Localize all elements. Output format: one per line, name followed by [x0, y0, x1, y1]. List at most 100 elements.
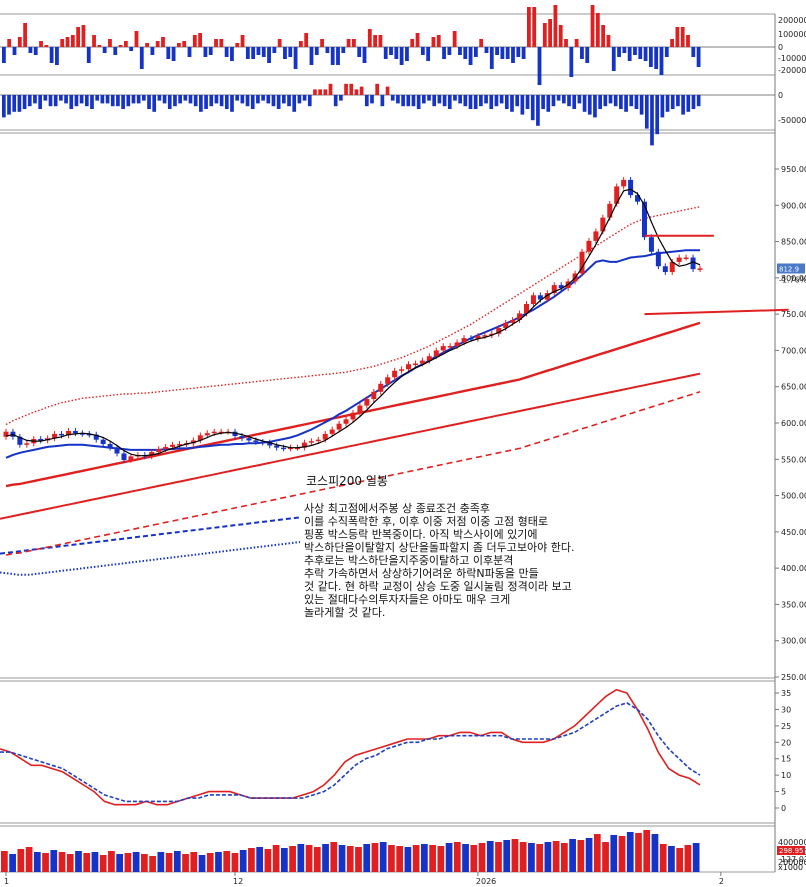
- candle-body: [218, 431, 224, 434]
- panel1-bar: [23, 23, 28, 47]
- candle-body: [3, 431, 9, 437]
- volume-bar: [396, 846, 404, 872]
- volume-bar: [404, 847, 412, 872]
- volume-bar: [206, 853, 214, 872]
- volume-bar: [470, 845, 478, 872]
- panel1-bar: [240, 35, 245, 47]
- panel1-bar: [245, 47, 250, 59]
- candle-body: [294, 447, 300, 450]
- panel1-bar: [447, 47, 452, 55]
- candle-body: [107, 444, 113, 448]
- panel2-bar: [302, 95, 307, 101]
- panel1-bar: [553, 5, 558, 47]
- panel2-bar: [245, 95, 250, 107]
- volume-bar: [478, 843, 486, 872]
- candle-body: [38, 438, 44, 441]
- panel2-bar: [339, 95, 343, 101]
- panel1-bar: [633, 47, 637, 55]
- panel2-bar: [406, 95, 411, 107]
- panel2-bar: [453, 95, 457, 101]
- panel2-bar: [587, 95, 592, 115]
- panel2-bar: [375, 83, 380, 95]
- annotation-line: 핑퐁 박스등락 반복중이다. 아직 박스사이에 있기에: [304, 528, 538, 541]
- volume-bar: [445, 843, 453, 872]
- candle-body: [586, 240, 592, 252]
- ma-line-MA120: [0, 372, 701, 520]
- panel1-bar: [389, 47, 393, 55]
- panel1-bar: [696, 47, 701, 67]
- panel2-bar: [240, 95, 245, 104]
- annotation-line: 추락 가속하면서 상상하기어려운 하락N파동을 만들: [304, 566, 539, 580]
- candle-body: [662, 266, 668, 273]
- candle-body: [52, 433, 58, 439]
- panel2-bar: [27, 95, 32, 107]
- panel2-bar: [22, 95, 27, 109]
- panel2-bar: [53, 95, 58, 107]
- volume-bar: [495, 842, 502, 872]
- panel2-bar: [313, 89, 317, 95]
- panel1-bar: [367, 29, 372, 47]
- panel1-bar: [219, 39, 224, 47]
- panel1-bar: [617, 47, 621, 57]
- panel1-bar: [336, 47, 340, 65]
- panel2-bar: [167, 95, 172, 109]
- candle-body: [496, 327, 502, 334]
- panel1-bar: [558, 25, 563, 47]
- candle-body: [128, 456, 134, 461]
- candle-body: [669, 261, 675, 273]
- panel1-tick-label: 200000: [778, 16, 806, 25]
- panel2-bar: [188, 95, 193, 104]
- panel2-bar: [121, 95, 125, 109]
- panel2-bar: [261, 95, 265, 101]
- panel1-bar: [76, 27, 81, 47]
- panel2-bar: [333, 95, 338, 107]
- volume-bar: [75, 851, 82, 872]
- volume-bar: [338, 845, 346, 872]
- volume-bar: [528, 843, 535, 872]
- panel2-bar: [344, 83, 348, 95]
- y-tick-label: 450.00: [781, 528, 806, 537]
- osc-tick-label: 30: [781, 705, 791, 714]
- panel2-bar: [142, 95, 146, 101]
- panel1-tick-label: 100000: [778, 30, 806, 39]
- panel1-bar: [405, 47, 409, 61]
- panel1-bar: [97, 45, 102, 47]
- panel1-bar: [601, 25, 606, 47]
- panel2-bar: [562, 95, 566, 104]
- volume-bar: [25, 847, 33, 872]
- volume-bar: [239, 850, 247, 872]
- volume-bar: [157, 852, 165, 872]
- annotation-line: 이를 수직폭락한 후, 이후 이중 저점 이중 고점 형태로: [304, 515, 548, 528]
- candle-body: [24, 443, 30, 445]
- panel1-bar: [574, 39, 579, 47]
- panel1-bar: [129, 47, 134, 51]
- candle-body: [690, 257, 696, 270]
- volume-bar: [42, 853, 49, 872]
- candle-body: [246, 438, 252, 441]
- candle-body: [447, 346, 453, 348]
- volume-bar: [281, 848, 288, 872]
- panel2-bar: [655, 95, 660, 135]
- panel2-tick-label: 0: [778, 91, 783, 100]
- panel1-bar: [516, 47, 521, 57]
- candle-body: [440, 346, 446, 351]
- y-tick-label: 800.00: [781, 274, 806, 283]
- volume-bar: [651, 834, 659, 872]
- volume-bar: [676, 848, 684, 872]
- volume-unit-label: x1000: [778, 863, 803, 872]
- candle-body: [475, 335, 481, 339]
- volume-bar: [684, 845, 692, 872]
- panel1-bar: [235, 43, 240, 47]
- candle-body: [322, 433, 328, 440]
- panel2-bar: [510, 95, 514, 112]
- panel2-bar: [250, 95, 255, 109]
- panel1-bar: [479, 39, 484, 47]
- panel1-bar: [320, 39, 324, 47]
- x-tick-label: 2: [719, 877, 724, 886]
- panel2-bar: [593, 95, 597, 118]
- last-change-label: -1.76%: [779, 275, 806, 284]
- panel1-bar: [675, 27, 680, 47]
- y-tick-label: 600.00: [781, 419, 806, 428]
- osc-tick-label: 5: [781, 788, 786, 797]
- panel2-bar: [323, 89, 328, 95]
